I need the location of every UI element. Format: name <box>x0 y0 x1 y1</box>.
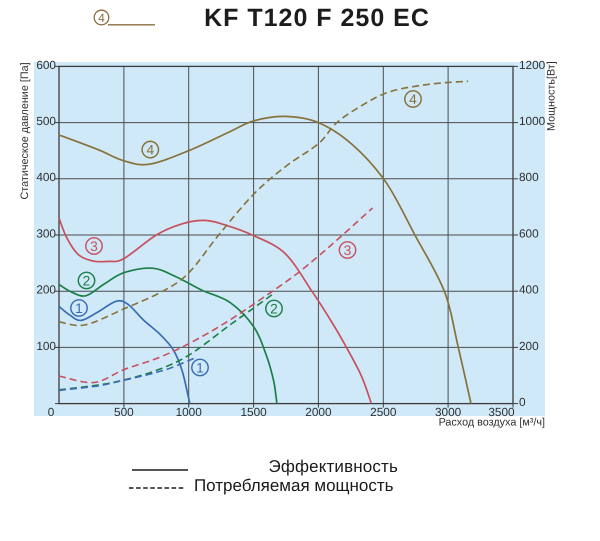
svg-text:1000: 1000 <box>519 114 546 128</box>
svg-text:400: 400 <box>519 283 539 297</box>
svg-text:3500: 3500 <box>488 405 515 419</box>
svg-text:1: 1 <box>75 301 83 316</box>
svg-text:Эффективность: Эффективность <box>268 457 398 476</box>
svg-text:0: 0 <box>519 395 526 409</box>
svg-text:2: 2 <box>83 273 91 288</box>
svg-text:600: 600 <box>519 226 539 240</box>
svg-text:500: 500 <box>114 405 134 419</box>
svg-text:2500: 2500 <box>370 405 397 419</box>
svg-text:4: 4 <box>409 92 417 107</box>
svg-text:800: 800 <box>519 170 539 184</box>
svg-text:400: 400 <box>36 170 56 184</box>
svg-text:300: 300 <box>36 226 56 240</box>
svg-text:Статическое давление [Па]: Статическое давление [Па] <box>19 62 31 199</box>
svg-text:600: 600 <box>36 58 56 72</box>
svg-text:200: 200 <box>36 283 56 297</box>
svg-text:Расход воздуха [м³/ч]: Расход воздуха [м³/ч] <box>439 417 545 429</box>
svg-text:4: 4 <box>98 11 105 25</box>
svg-text:1200: 1200 <box>519 58 546 72</box>
svg-text:500: 500 <box>36 114 56 128</box>
svg-text:1000: 1000 <box>176 405 203 419</box>
svg-text:2000: 2000 <box>305 405 332 419</box>
svg-text:2: 2 <box>270 301 278 316</box>
svg-text:KF T120 F 250 EC: KF T120 F 250 EC <box>204 4 430 32</box>
svg-text:1500: 1500 <box>240 405 267 419</box>
svg-text:100: 100 <box>36 339 56 353</box>
svg-text:3: 3 <box>344 243 352 258</box>
svg-text:3: 3 <box>90 239 98 254</box>
svg-text:3000: 3000 <box>435 405 462 419</box>
svg-text:4: 4 <box>146 143 154 158</box>
svg-text:Потребляемая мощность: Потребляемая мощность <box>194 476 394 495</box>
svg-text:0: 0 <box>48 405 55 419</box>
svg-text:Мощность[Вт]: Мощность[Вт] <box>546 61 558 131</box>
svg-text:200: 200 <box>519 339 539 353</box>
svg-text:1: 1 <box>196 360 204 375</box>
